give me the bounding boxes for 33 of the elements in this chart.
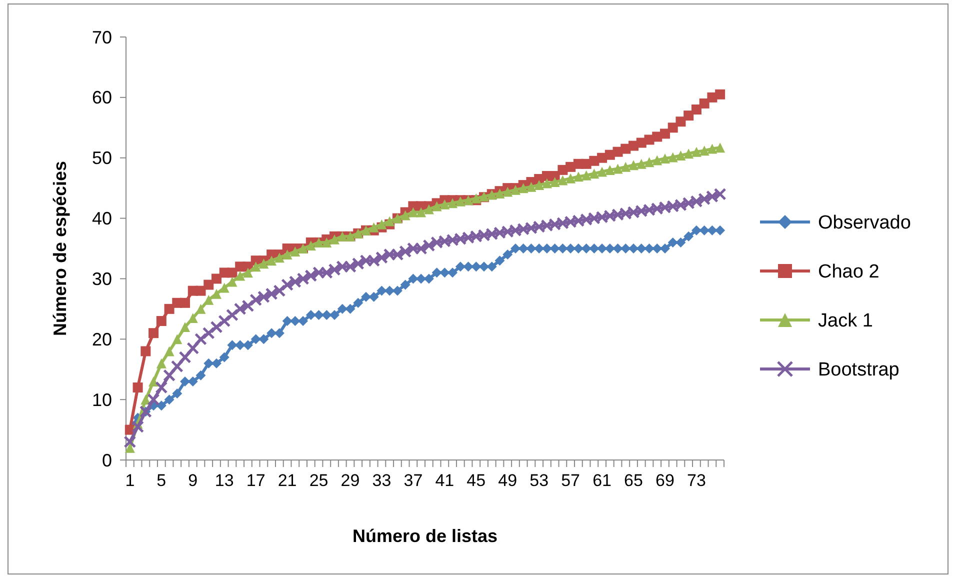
x-tick-label: 9	[188, 471, 198, 490]
x-axis-title: Número de listas	[352, 526, 498, 546]
legend-label: Jack 1	[818, 310, 873, 332]
x-tick-label: 69	[656, 471, 674, 490]
x-tick-label: 33	[372, 471, 392, 490]
y-tick-label: 50	[92, 148, 112, 168]
x-tick-label: 17	[246, 471, 266, 490]
y-tick-label: 10	[92, 390, 112, 410]
x-tick-label: 61	[592, 471, 612, 490]
x-tick-label: 73	[687, 471, 706, 490]
x-tick-label: 45	[466, 471, 486, 490]
x-tick-label: 57	[561, 471, 580, 490]
y-tick-label: 70	[92, 27, 112, 48]
y-tick-label: 0	[102, 450, 112, 470]
x-tick-label: 1	[125, 471, 135, 490]
y-tick-label: 40	[92, 208, 112, 229]
x-tick-label: 13	[214, 471, 234, 490]
y-tick-label: 60	[92, 88, 112, 108]
y-axis-title: Número de espécies	[50, 160, 70, 336]
x-tick-label: 5	[156, 471, 166, 490]
x-tick-label: 49	[498, 471, 518, 490]
x-tick-label: 25	[309, 471, 328, 490]
x-tick-label: 37	[404, 471, 423, 490]
x-tick-label: 65	[624, 471, 643, 490]
y-tick-label: 30	[92, 269, 112, 290]
x-tick-label: 29	[340, 471, 360, 490]
legend-label: Bootstrap	[818, 360, 900, 381]
x-tick-label: 53	[530, 471, 549, 490]
legend-label: Observado	[818, 212, 911, 234]
x-tick-label: 21	[278, 471, 297, 490]
legend-label: Chao 2	[818, 262, 880, 283]
x-tick-label: 41	[435, 471, 454, 490]
y-tick-label: 20	[92, 329, 112, 350]
